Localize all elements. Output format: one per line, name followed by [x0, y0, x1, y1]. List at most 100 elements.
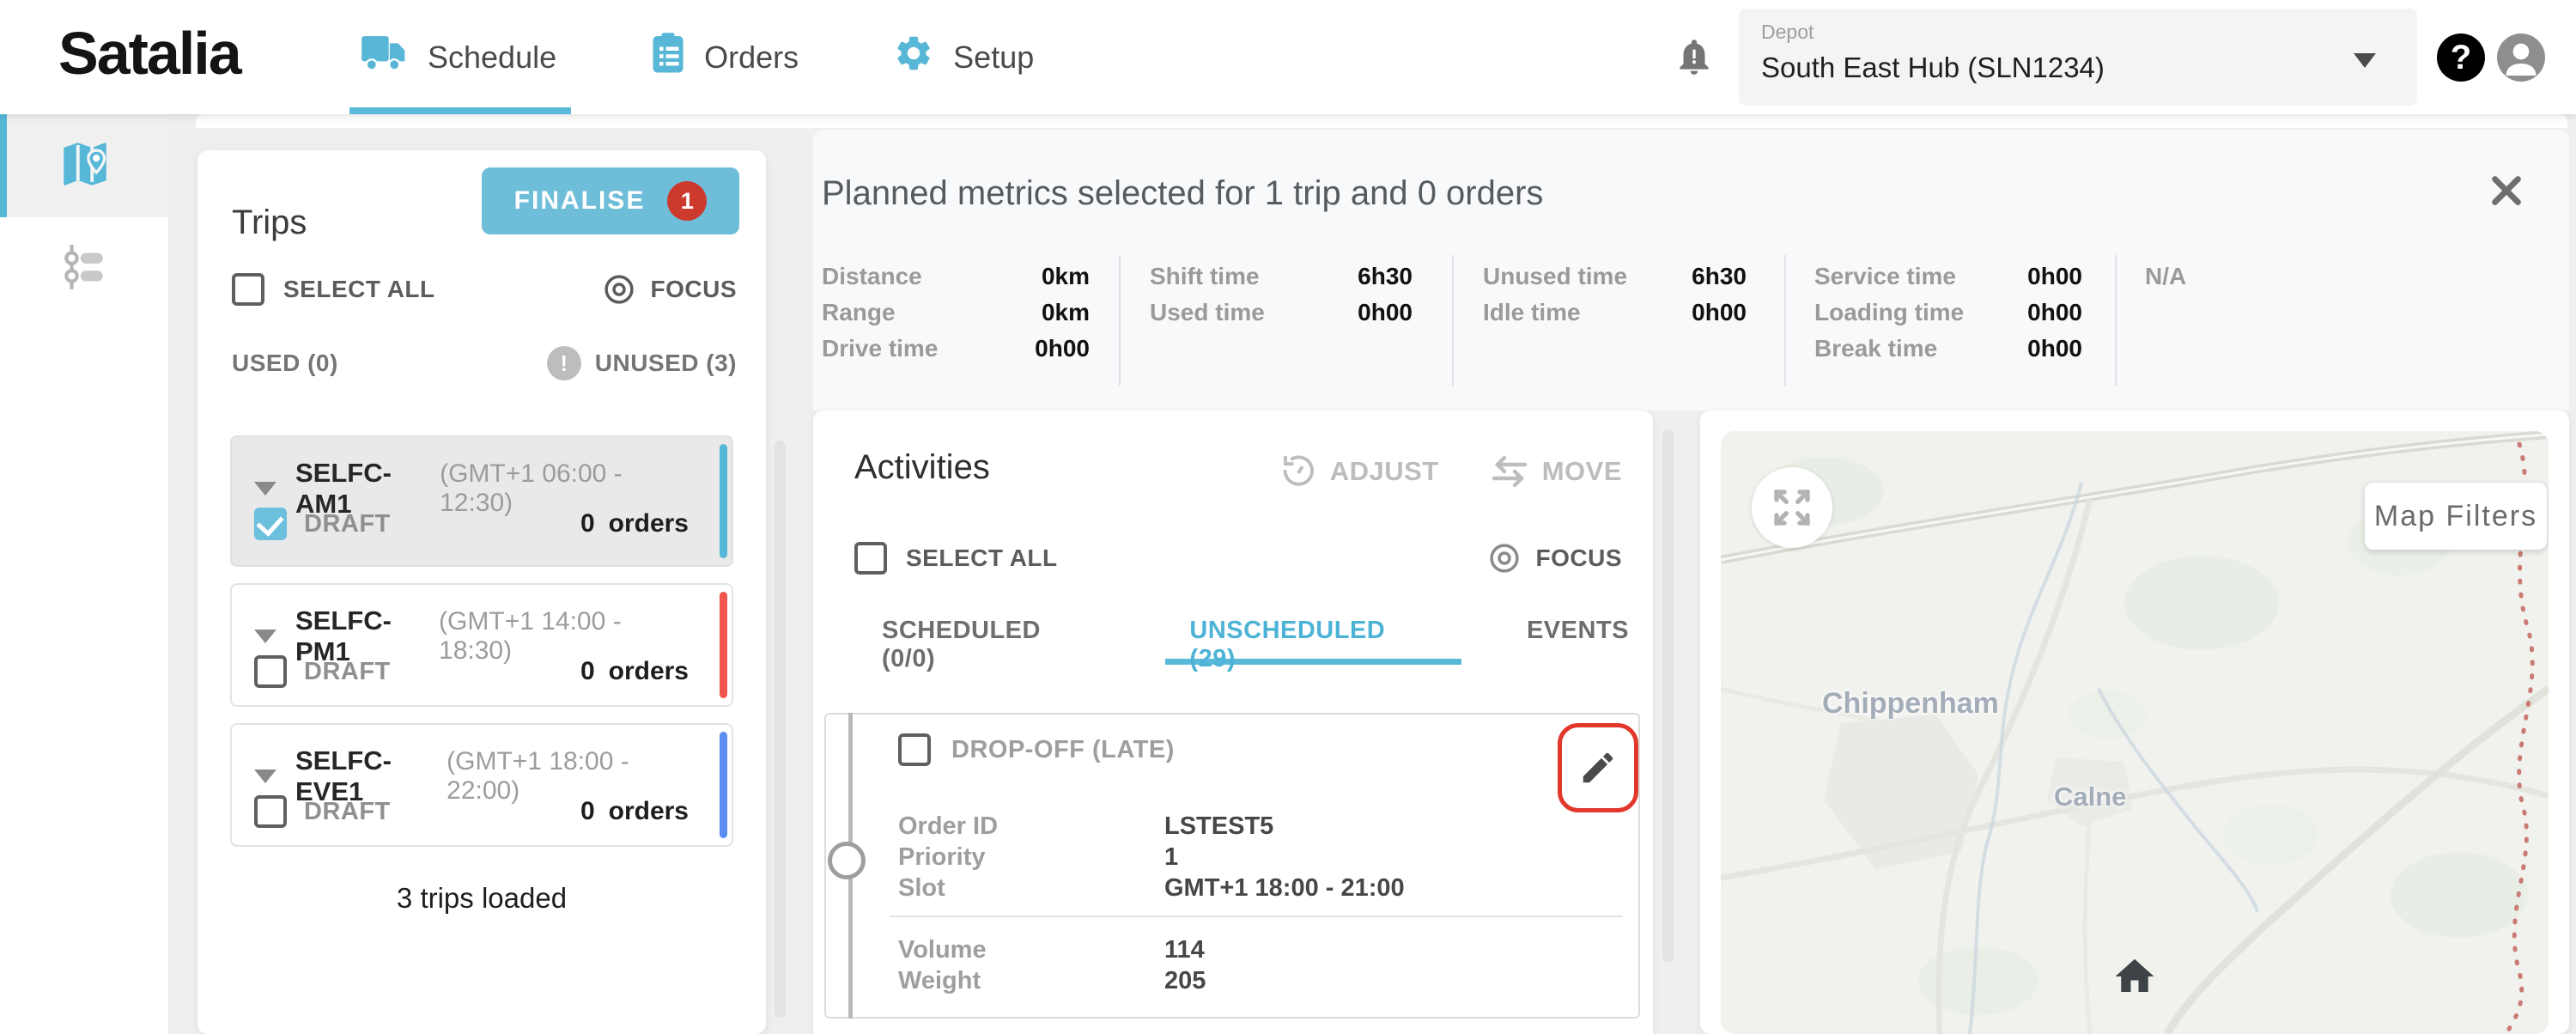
trips-unused-group: ! UNUSED (3) [546, 346, 737, 380]
active-rail-indicator [0, 114, 7, 217]
trip-name: SELFC-AM1 [295, 458, 392, 519]
tab-events[interactable]: EVENTS [1526, 617, 1629, 644]
chevron-down-icon[interactable] [254, 769, 276, 783]
trips-focus-label: FOCUS [650, 276, 737, 302]
trip-checkbox[interactable] [254, 795, 287, 828]
trip-status-badge: DRAFT [304, 509, 391, 538]
trip-checkbox[interactable] [254, 508, 287, 540]
adjust-button[interactable]: ADJUST [1279, 452, 1439, 491]
metric-label: Service time [1814, 263, 1956, 289]
metric-value: 0h00 [2027, 263, 2082, 289]
trip-status-badge: DRAFT [304, 657, 391, 685]
activity-card-header: DROP-OFF (LATE) [898, 733, 1175, 766]
rail-item-timeline-view[interactable] [0, 217, 169, 320]
activities-select-all-checkbox[interactable] [854, 542, 887, 575]
activities-panel: Activities ADJUST MOVE SELECT ALL FOCUS … [813, 411, 1653, 1034]
activities-focus-button[interactable]: FOCUS [1486, 540, 1623, 576]
side-rail [0, 114, 169, 1034]
activities-scrollbar[interactable] [1662, 429, 1674, 962]
activities-select-all-label: SELECT ALL [906, 544, 1058, 571]
metrics-divider [1784, 255, 1786, 386]
field-label: Priority [898, 842, 986, 871]
nav-setup[interactable]: Setup [893, 33, 1034, 82]
metric-value: 0h00 [1692, 299, 1747, 325]
clipboard-icon [651, 32, 685, 82]
trips-panel: Trips FINALISE 1 SELECT ALL FOCUS USED (… [197, 150, 766, 1034]
activity-capacity: Volume 114 Weight 205 [898, 934, 1206, 996]
nav-schedule-label: Schedule [428, 39, 557, 75]
trip-row-status: DRAFT 0 orders [254, 795, 689, 828]
map-canvas[interactable]: Chippenham Calne Map Filters [1721, 431, 2549, 1034]
metric-value: 0h00 [1358, 299, 1413, 325]
move-button[interactable]: MOVE [1489, 452, 1622, 491]
user-avatar[interactable] [2497, 33, 2545, 82]
trips-select-all-row: SELECT ALL FOCUS [232, 271, 737, 308]
activities-select-all-row: SELECT ALL FOCUS [854, 539, 1622, 577]
finalise-button-label: FINALISE [513, 186, 646, 215]
trip-checkbox[interactable] [254, 655, 287, 688]
metric-label: Drive time [822, 335, 939, 362]
metrics-na-value: N/A [2145, 263, 2187, 289]
move-label: MOVE [1541, 456, 1622, 486]
tab-scheduled[interactable]: SCHEDULED (0/0) [882, 617, 1041, 672]
trip-color-bar [720, 444, 727, 558]
trip-time-window: (GMT+1 18:00 - 22:00) [447, 747, 629, 805]
focus-target-icon [604, 275, 634, 304]
activity-type-label: DROP-OFF (LATE) [951, 735, 1175, 763]
depot-select[interactable]: Depot South East Hub (SLN1234) [1739, 9, 2417, 106]
question-mark-icon: ? [2450, 38, 2472, 76]
trip-name: SELFC-EVE1 [295, 745, 392, 806]
metric-label: Unused time [1483, 263, 1628, 289]
orders-number: 0 [580, 657, 595, 685]
trip-color-bar [720, 592, 727, 698]
activity-checkbox[interactable] [898, 733, 931, 766]
map-filters-button[interactable]: Map Filters [2365, 483, 2547, 550]
chevron-down-icon[interactable] [254, 482, 276, 496]
edit-activity-button-highlighted[interactable] [1558, 723, 1638, 812]
rail-item-map-view[interactable] [0, 114, 169, 217]
metrics-column-distance: Distance 0km Range 0km Drive time 0h00 [822, 258, 1090, 367]
activity-card-drop-off[interactable]: DROP-OFF (LATE) Order ID LSTEST5 Priority… [824, 713, 1640, 1019]
metrics-divider [2115, 255, 2117, 386]
trip-row-header: SELFC-EVE1 (GMT+1 18:00 - 22:00) [254, 745, 689, 807]
metric-value: 0h00 [2027, 299, 2082, 325]
metric-value: 6h30 [1358, 263, 1413, 289]
field-value: 114 [1164, 935, 1205, 964]
card-divider [890, 915, 1623, 917]
planned-metrics-panel: Planned metrics selected for 1 trip and … [813, 130, 2569, 411]
close-icon[interactable] [2487, 171, 2526, 210]
warning-exclamation-icon: ! [546, 346, 581, 380]
metric-label: Range [822, 299, 896, 325]
timeline-icon [58, 240, 112, 298]
nav-orders[interactable]: Orders [651, 32, 799, 82]
trips-panel-title: Trips [232, 204, 307, 241]
trips-scrollbar[interactable] [775, 441, 786, 1018]
finalise-count-badge: 1 [667, 181, 708, 221]
nav-setup-label: Setup [953, 39, 1035, 75]
field-value: 1 [1164, 842, 1179, 871]
trip-name: SELFC-PM1 [295, 605, 392, 666]
field-value: GMT+1 18:00 - 21:00 [1164, 873, 1405, 902]
trip-row-header: SELFC-AM1 (GMT+1 06:00 - 12:30) [254, 458, 689, 520]
finalise-button[interactable]: FINALISE 1 [482, 167, 739, 234]
trip-card-selfc-eve1[interactable]: SELFC-EVE1 (GMT+1 18:00 - 22:00) DRAFT 0… [230, 723, 733, 847]
map-expand-button[interactable] [1752, 467, 1832, 548]
help-button[interactable]: ? [2437, 33, 2485, 82]
metric-value: 0km [1041, 299, 1090, 325]
metrics-column-shift: Shift time 6h30 Used time 0h00 [1150, 258, 1413, 331]
trip-color-bar [720, 732, 727, 838]
depot-home-marker[interactable] [2111, 953, 2158, 1000]
trip-card-selfc-am1[interactable]: SELFC-AM1 (GMT+1 06:00 - 12:30) DRAFT 0 … [230, 435, 733, 567]
field-label: Order ID [898, 812, 999, 840]
chevron-down-icon[interactable] [254, 630, 276, 643]
notifications-bell-icon[interactable] [1673, 34, 1716, 79]
truck-icon [361, 33, 409, 81]
activities-title: Activities [854, 448, 990, 486]
trips-select-all-checkbox[interactable] [232, 273, 264, 306]
trip-card-selfc-pm1[interactable]: SELFC-PM1 (GMT+1 14:00 - 18:30) DRAFT 0 … [230, 583, 733, 707]
timeline-node [828, 842, 866, 879]
tab-unscheduled[interactable]: UNSCHEDULED (29) [1165, 611, 1461, 672]
trips-focus-button[interactable]: FOCUS [601, 271, 738, 307]
activity-details: Order ID LSTEST5 Priority 1 Slot GMT+1 18:0… [898, 811, 1405, 903]
nav-schedule[interactable]: Schedule [361, 33, 556, 81]
